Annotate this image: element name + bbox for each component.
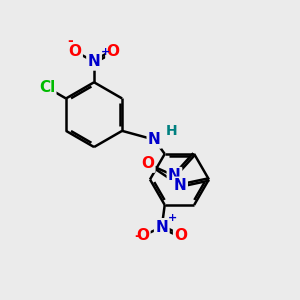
Text: N: N <box>88 54 100 69</box>
Text: -: - <box>134 229 140 243</box>
Text: -: - <box>68 34 73 48</box>
Text: O: O <box>141 156 154 171</box>
Text: O: O <box>136 228 149 243</box>
Text: O: O <box>107 44 120 59</box>
Text: O: O <box>68 44 81 59</box>
Text: H: H <box>166 124 177 138</box>
Text: N: N <box>168 168 181 183</box>
Text: N: N <box>155 220 168 235</box>
Text: N: N <box>174 178 187 193</box>
Text: O: O <box>174 228 188 243</box>
Text: N: N <box>148 132 161 147</box>
Text: +: + <box>100 47 110 57</box>
Text: +: + <box>168 212 178 223</box>
Text: Cl: Cl <box>39 80 55 95</box>
